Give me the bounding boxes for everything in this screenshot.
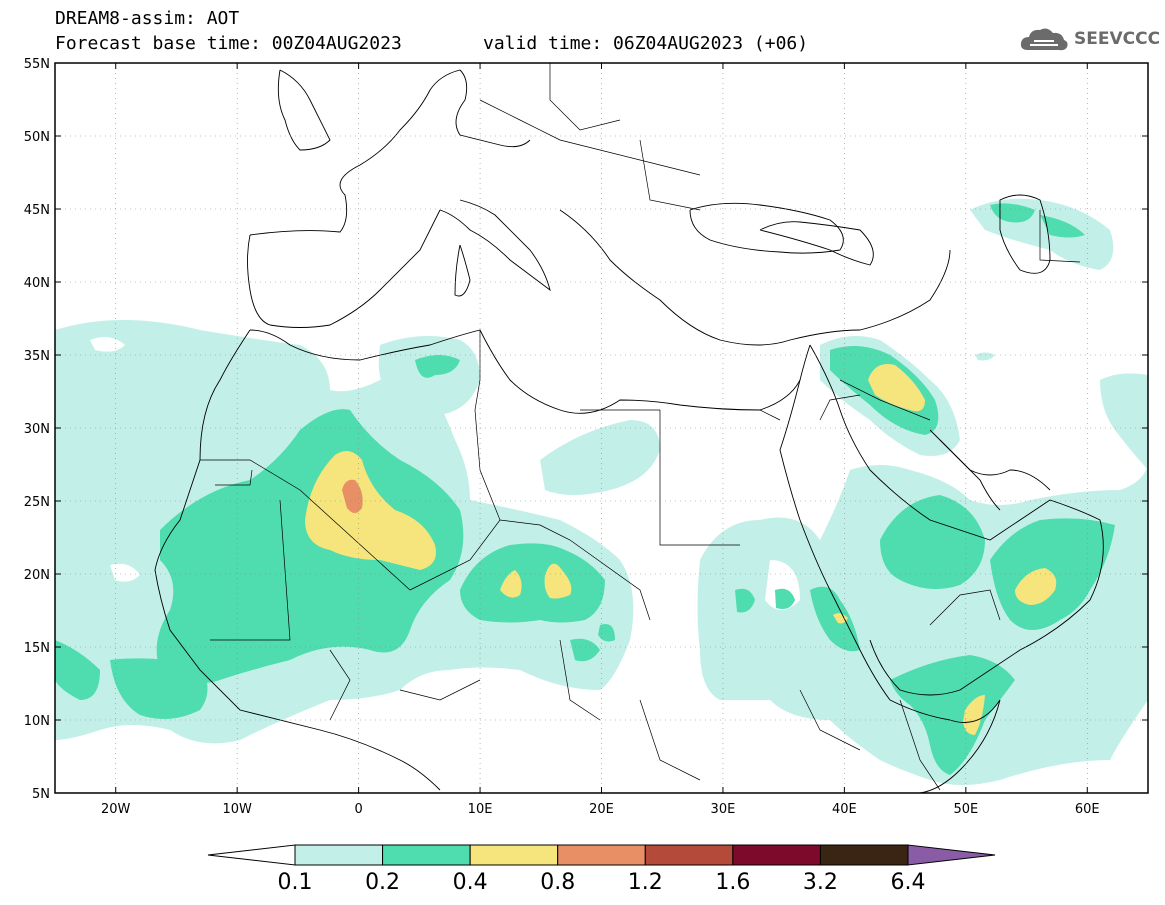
colorbar-swatch-1.6	[732, 844, 821, 866]
colorbar-label: 0.1	[277, 870, 313, 895]
latitude-axis: 55N 50N 45N 40N 35N 30N 25N 20N 15N 10N 5N	[24, 57, 1148, 802]
colorbar-swatch-0.8	[557, 844, 646, 866]
lat-label-45N: 45N	[24, 203, 50, 218]
colorbar-label: 0.8	[540, 870, 576, 895]
aot-level-0.8	[342, 479, 363, 513]
lon-label-30E: 30E	[711, 802, 736, 817]
colorbar-swatch-0.1	[294, 844, 384, 866]
lon-label-10W: 10W	[222, 802, 252, 817]
colorbar-above-arrow	[907, 844, 996, 866]
logo-text: SEEVCCC	[1074, 29, 1161, 49]
colorbar	[207, 844, 996, 866]
colorbar-swatch-0.2	[382, 844, 471, 866]
lon-label-60E: 60E	[1075, 802, 1100, 817]
colorbar-label: 3.2	[802, 870, 838, 895]
colorbar-label: 0.2	[365, 870, 401, 895]
country-borders	[200, 63, 1081, 791]
lat-label-10N: 10N	[24, 714, 50, 729]
lat-label-35N: 35N	[24, 349, 50, 364]
colorbar-label: 0.4	[452, 870, 488, 895]
longitude-axis: 20W 10W 0 10E 20E 30E 40E 50E 60E	[101, 63, 1100, 817]
seevccc-logo: SEEVCCC	[1018, 22, 1160, 56]
colorbar-swatch-1.2	[644, 844, 734, 866]
colorbar-below-arrow	[207, 844, 296, 866]
forecast-base-time: Forecast base time: 00Z04AUG2023	[55, 33, 402, 54]
colorbar-swatch-3.2	[819, 844, 909, 866]
lat-label-20N: 20N	[24, 568, 50, 583]
colorbar-swatch-0.4	[469, 844, 559, 866]
lat-label-30N: 30N	[24, 422, 50, 437]
lon-label-40E: 40E	[832, 802, 857, 817]
aot-level-0.4	[305, 364, 1057, 735]
lat-label-15N: 15N	[24, 641, 50, 656]
lon-label-50E: 50E	[953, 802, 978, 817]
lon-label-20E: 20E	[589, 802, 614, 817]
cloud-icon	[1020, 28, 1068, 51]
valid-time: valid time: 06Z04AUG2023 (+06)	[483, 33, 809, 54]
lat-label-25N: 25N	[24, 495, 50, 510]
lat-label-40N: 40N	[24, 276, 50, 291]
lat-label-55N: 55N	[24, 57, 50, 72]
map-title: DREAM8-assim: AOT	[55, 8, 240, 29]
colorbar-label: 6.4	[890, 870, 926, 895]
lon-label-20W: 20W	[101, 802, 131, 817]
colorbar-label: 1.6	[715, 870, 751, 895]
lat-label-5N: 5N	[32, 787, 50, 802]
gridlines	[55, 63, 1148, 793]
lat-label-50N: 50N	[24, 130, 50, 145]
aot-contours	[55, 198, 1148, 785]
lon-label-0: 0	[354, 802, 362, 817]
aot-level-0.2	[55, 203, 1115, 775]
lon-label-10E: 10E	[468, 802, 493, 817]
colorbar-label: 1.2	[627, 870, 663, 895]
